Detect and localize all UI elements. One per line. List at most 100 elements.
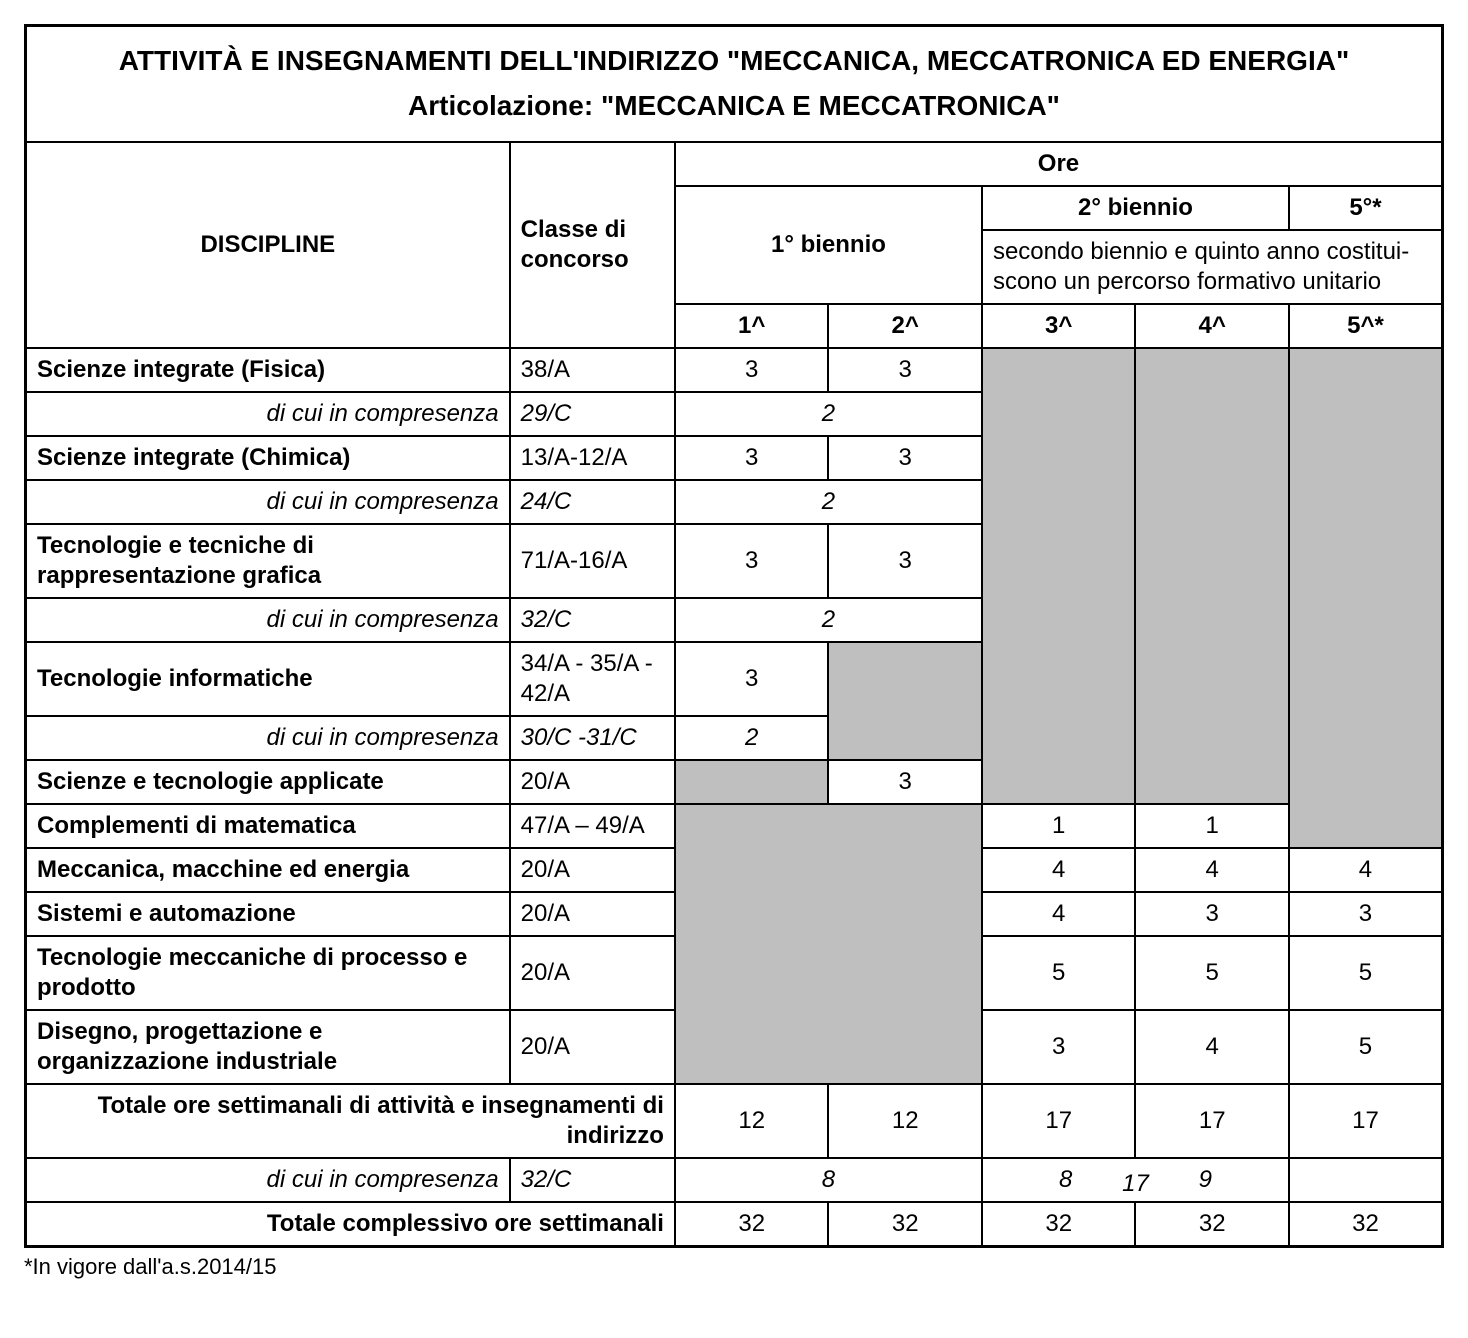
subject-cell: Complementi di matematica [26,804,510,848]
hours-y4: 5 [1135,936,1289,1010]
subject-cell: Scienze integrate (Fisica) [26,348,510,392]
table-row: Complementi di matematica 47/A – 49/A 1 … [26,804,1443,848]
gray-block-y12 [675,804,982,1084]
hours-y1: 3 [675,436,829,480]
classe-cell: 32/C [510,598,675,642]
hours-y3: 5 [982,936,1136,1010]
classe-cell: 38/A [510,348,675,392]
col-header-quinto: 5°* [1289,186,1443,230]
classe-cell: 30/C -31/C [510,716,675,760]
gray-block-y4 [1135,348,1289,804]
footnote: *In vigore dall'a.s.2014/15 [24,1248,1444,1280]
empty-cell [1289,1158,1443,1202]
title-line2: Articolazione: "MECCANICA E MECCATRONICA… [37,78,1431,123]
col-header-discipline: DISCIPLINE [26,142,510,348]
compresenza-label: di cui in compresenza [26,716,510,760]
compresenza-label: di cui in compresenza [26,598,510,642]
hours-y3: 8 [996,1165,1136,1195]
hours-y12: 8 [675,1158,982,1202]
total-y4: 17 [1135,1084,1289,1158]
col-header-ore: Ore [675,142,1443,186]
hours-y4: 4 [1135,848,1289,892]
hours-y3: 4 [982,892,1136,936]
classe-cell: 32/C [510,1158,675,1202]
compresenza-label: di cui in compresenza [26,480,510,524]
classe-cell: 24/C [510,480,675,524]
classe-cell: 20/A [510,760,675,804]
total-y5: 17 [1289,1084,1443,1158]
note-biennio2: secondo biennio e quinto anno costitui­s… [982,230,1443,304]
gray-block-y3 [982,348,1136,804]
hours-y4: 4 [1135,1010,1289,1084]
classe-cell: 20/A [510,892,675,936]
gray-block-y5 [1289,348,1443,848]
hours-y1: 3 [675,524,829,598]
hours-y2: 3 [828,524,982,598]
gray-block-y1 [675,760,829,804]
title-line1: ATTIVITÀ E INSEGNAMENTI DELL'INDIRIZZO "… [37,43,1431,78]
grand-total-y4: 32 [1135,1202,1289,1247]
hours-y4: 3 [1135,892,1289,936]
col-header-y2: 2^ [828,304,982,348]
subject-cell: Sistemi e automazione [26,892,510,936]
hours-y1: 2 [675,716,829,760]
classe-cell: 13/A-12/A [510,436,675,480]
hours-y3: 4 [982,848,1136,892]
hours-y4: 9 [1135,1165,1275,1195]
page-wrap: ATTIVITÀ E INSEGNAMENTI DELL'INDIRIZZO "… [24,24,1444,1280]
hours-y1: 3 [675,642,829,716]
compresenza-label: di cui in compresenza [26,1158,510,1202]
grand-total-y5: 32 [1289,1202,1443,1247]
classe-cell: 20/A [510,936,675,1010]
grand-total-y2: 32 [828,1202,982,1247]
col-header-y5: 5^* [1289,304,1443,348]
col-header-y3: 3^ [982,304,1136,348]
total-y2: 12 [828,1084,982,1158]
hours-y12: 2 [675,392,982,436]
classe-cell: 34/A - 35/A - 42/A [510,642,675,716]
gray-block-y2 [828,642,982,760]
grand-total-label: Totale complessivo ore settimanali [26,1202,675,1247]
curriculum-table: ATTIVITÀ E INSEGNAMENTI DELL'INDIRIZZO "… [24,24,1444,1248]
total-compresenza-row: di cui in compresenza 32/C 8 89 17 [26,1158,1443,1202]
hours-y12: 2 [675,480,982,524]
compresenza-label: di cui in compresenza [26,392,510,436]
col-header-biennio1: 1° biennio [675,186,982,304]
hours-y5: 4 [1289,848,1443,892]
hours-y5: 3 [1289,892,1443,936]
hours-y5: 5 [1289,936,1443,1010]
grand-total-y3: 32 [982,1202,1136,1247]
hours-n17: 17 [1122,1169,1149,1199]
hours-y3: 3 [982,1010,1136,1084]
hours-y1: 3 [675,348,829,392]
col-header-classe: Classe di concorso [510,142,675,348]
hours-y12: 2 [675,598,982,642]
subject-cell: Tecnologie e tecniche di rappresentazion… [26,524,510,598]
table-title: ATTIVITÀ E INSEGNAMENTI DELL'INDIRIZZO "… [26,26,1443,143]
classe-cell: 29/C [510,392,675,436]
subject-cell: Scienze integrate (Chimica) [26,436,510,480]
hours-y2: 3 [828,348,982,392]
hours-y2: 3 [828,436,982,480]
subject-cell: Disegno, progettazione e organizzazione … [26,1010,510,1084]
classe-cell: 20/A [510,1010,675,1084]
classe-cell: 71/A-16/A [510,524,675,598]
grand-total-row: Totale complessivo ore settimanali 32 32… [26,1202,1443,1247]
total-y1: 12 [675,1084,829,1158]
classe-cell: 47/A – 49/A [510,804,675,848]
col-header-biennio2: 2° biennio [982,186,1289,230]
total-row: Totale ore settimanali di attività e ins… [26,1084,1443,1158]
hours-y4: 1 [1135,804,1289,848]
hours-y2: 3 [828,760,982,804]
hours-y34: 89 17 [982,1158,1289,1202]
col-header-y1: 1^ [675,304,829,348]
hours-y3: 1 [982,804,1136,848]
subject-cell: Tecnologie informatiche [26,642,510,716]
classe-cell: 20/A [510,848,675,892]
subject-cell: Scienze e tecnologie applicate [26,760,510,804]
hours-y5: 5 [1289,1010,1443,1084]
grand-total-y1: 32 [675,1202,829,1247]
total-label: Totale ore settimanali di attività e ins… [26,1084,675,1158]
subject-cell: Tecnologie meccaniche di processo e prod… [26,936,510,1010]
col-header-y4: 4^ [1135,304,1289,348]
